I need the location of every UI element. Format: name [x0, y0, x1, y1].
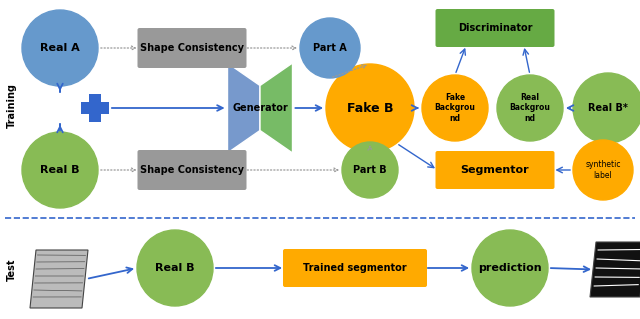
Circle shape — [22, 10, 98, 86]
Circle shape — [137, 230, 213, 306]
Text: Real
Backgrou
nd: Real Backgrou nd — [509, 93, 550, 123]
Text: Real B*: Real B* — [588, 103, 628, 113]
Text: Segmentor: Segmentor — [461, 165, 529, 175]
Circle shape — [326, 64, 414, 152]
Text: Generator: Generator — [232, 103, 288, 113]
Text: Training: Training — [7, 83, 17, 128]
Circle shape — [472, 230, 548, 306]
FancyBboxPatch shape — [138, 150, 246, 190]
FancyBboxPatch shape — [435, 151, 554, 189]
Circle shape — [497, 75, 563, 141]
Text: Test: Test — [7, 259, 17, 281]
FancyBboxPatch shape — [81, 102, 109, 114]
Text: Trained segmentor: Trained segmentor — [303, 263, 407, 273]
Text: Shape Consistency: Shape Consistency — [140, 165, 244, 175]
Circle shape — [573, 140, 633, 200]
FancyBboxPatch shape — [89, 94, 101, 122]
Text: Shape Consistency: Shape Consistency — [140, 43, 244, 53]
Text: Part A: Part A — [313, 43, 347, 53]
Text: Real A: Real A — [40, 43, 80, 53]
Polygon shape — [260, 63, 292, 153]
Circle shape — [300, 18, 360, 78]
Text: Fake B: Fake B — [347, 101, 393, 115]
Text: synthetic
label: synthetic label — [585, 160, 621, 180]
Circle shape — [342, 142, 398, 198]
Text: Discriminator: Discriminator — [458, 23, 532, 33]
Circle shape — [22, 132, 98, 208]
FancyBboxPatch shape — [138, 28, 246, 68]
Text: prediction: prediction — [478, 263, 542, 273]
Polygon shape — [30, 250, 88, 308]
Text: Real B: Real B — [156, 263, 195, 273]
Text: Real B: Real B — [40, 165, 80, 175]
Text: Fake
Backgrou
nd: Fake Backgrou nd — [435, 93, 476, 123]
FancyBboxPatch shape — [283, 249, 427, 287]
Polygon shape — [227, 63, 260, 153]
Circle shape — [422, 75, 488, 141]
Circle shape — [573, 73, 640, 143]
Polygon shape — [590, 242, 640, 297]
Text: Part B: Part B — [353, 165, 387, 175]
FancyBboxPatch shape — [435, 9, 554, 47]
